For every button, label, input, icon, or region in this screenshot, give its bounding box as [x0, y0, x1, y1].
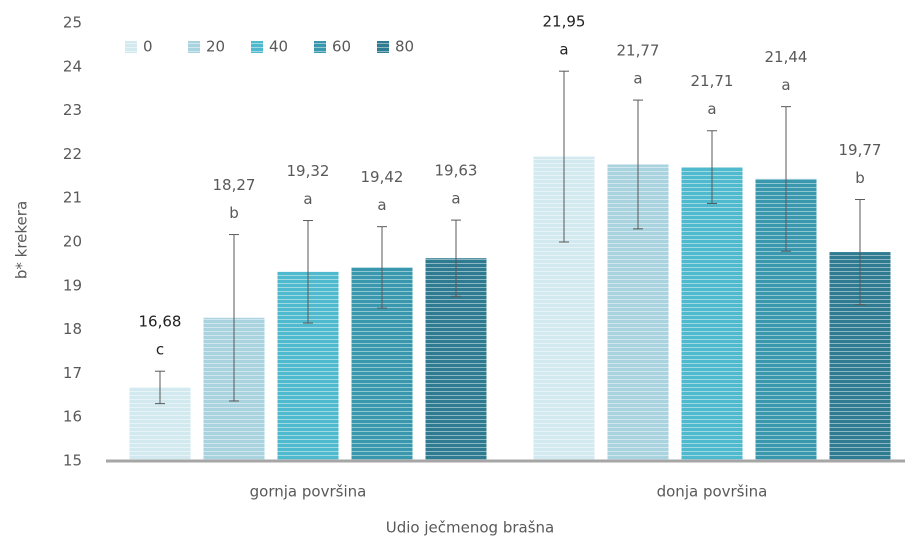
- legend-label: 60: [332, 38, 351, 56]
- y-axis-title: b* krekera: [13, 201, 31, 279]
- error-bar: [855, 199, 865, 306]
- legend-swatch: [125, 41, 137, 53]
- y-tick-label: 20: [63, 233, 82, 251]
- y-tick-label: 15: [63, 452, 82, 470]
- error-bar: [303, 220, 313, 324]
- data-label: 18,27: [213, 176, 256, 194]
- legend-label: 80: [395, 38, 414, 56]
- x-axis-title: Udio ječmenog brašna: [386, 519, 554, 537]
- data-label: 19,77: [839, 141, 882, 159]
- error-bar: [781, 106, 791, 252]
- data-label: 21,44: [765, 48, 808, 66]
- y-tick-label: 19: [63, 276, 82, 294]
- y-tick-label: 22: [63, 145, 82, 163]
- data-label: 19,42: [361, 168, 404, 186]
- significance-letter: b: [855, 169, 865, 187]
- error-bar: [633, 99, 643, 230]
- data-label: 19,32: [287, 162, 330, 180]
- error-bar: [451, 219, 461, 297]
- significance-letter: a: [633, 70, 642, 88]
- data-label: 21,95: [543, 13, 586, 31]
- significance-letter: a: [559, 41, 568, 59]
- data-label: 16,68: [139, 313, 182, 331]
- error-bar: [559, 70, 569, 243]
- y-tick-label: 25: [63, 14, 82, 32]
- significance-letter: a: [377, 196, 386, 214]
- significance-letter: b: [229, 204, 239, 222]
- x-tick-label: donja površina: [657, 483, 768, 501]
- legend-swatch: [314, 41, 326, 53]
- error-bar: [229, 234, 239, 402]
- y-tick-label: 21: [63, 189, 82, 207]
- bar: [681, 167, 743, 462]
- legend-label: 0: [143, 38, 153, 56]
- error-bar: [707, 130, 717, 204]
- y-tick-label: 23: [63, 101, 82, 119]
- significance-letter: c: [156, 341, 164, 359]
- y-tick-label: 18: [63, 320, 82, 338]
- significance-letter: a: [707, 100, 716, 118]
- data-label: 19,63: [435, 162, 478, 180]
- legend-label: 20: [206, 38, 225, 56]
- data-label: 21,71: [691, 72, 734, 90]
- error-bar: [377, 226, 387, 309]
- significance-letter: a: [781, 76, 790, 94]
- legend-swatch: [188, 41, 200, 53]
- significance-letter: a: [303, 190, 312, 208]
- y-tick-label: 16: [63, 408, 82, 426]
- y-tick-label: 24: [63, 57, 82, 75]
- x-tick-label: gornja površina: [250, 483, 367, 501]
- data-label: 21,77: [617, 42, 660, 60]
- legend-swatch: [251, 41, 263, 53]
- error-bar: [155, 370, 165, 405]
- legend-swatch: [377, 41, 389, 53]
- y-tick-label: 17: [63, 364, 82, 382]
- significance-letter: a: [451, 190, 460, 208]
- legend-label: 40: [269, 38, 288, 56]
